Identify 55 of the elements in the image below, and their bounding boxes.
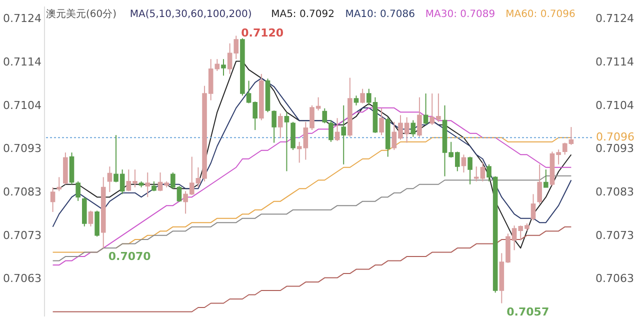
candlestick bbox=[221, 58, 226, 76]
candlestick bbox=[461, 154, 466, 173]
candlestick bbox=[530, 194, 536, 221]
y2-tick-label: 0.7093 bbox=[3, 142, 42, 156]
candlestick bbox=[468, 156, 472, 185]
ref-line-label: 0.7096 bbox=[596, 130, 634, 144]
line-series bbox=[52, 60, 572, 249]
text: MA60: 0.7096 bbox=[506, 9, 576, 20]
candlestick bbox=[354, 95, 359, 106]
text: MA30: 0.7089 bbox=[425, 9, 496, 20]
y-tick-label: 0.7073 bbox=[596, 228, 634, 242]
candlestick bbox=[423, 92, 428, 126]
candlestick bbox=[341, 104, 346, 165]
y-tick-label: 0.7124 bbox=[596, 12, 634, 26]
y2-tick-label: 0.7083 bbox=[3, 186, 42, 198]
candlestick bbox=[56, 176, 62, 192]
text: MA10: 0.7086 bbox=[345, 9, 415, 20]
y2-tick-label: 0.7104 bbox=[3, 98, 42, 112]
candlestick bbox=[410, 120, 416, 138]
candlestick bbox=[88, 210, 94, 227]
chart-title: 澳元美元(60分) bbox=[46, 8, 117, 20]
annotation: 0.7070 bbox=[108, 250, 152, 264]
line-series bbox=[52, 175, 572, 262]
y-tick-label: 0.7104 bbox=[596, 98, 634, 112]
y2-tick-label: 0.7073 bbox=[3, 228, 42, 242]
text: MA5: 0.7092 bbox=[271, 9, 334, 20]
candlestick bbox=[94, 210, 100, 238]
y2-tick-label: 0.7124 bbox=[3, 12, 42, 26]
annotation: 0.7120 bbox=[241, 26, 284, 40]
y-tick-label: 0.7114 bbox=[596, 56, 634, 69]
candlestick bbox=[544, 168, 548, 188]
candlestick bbox=[328, 120, 334, 142]
candlestick bbox=[334, 118, 340, 142]
y2-tick-label: 0.7063 bbox=[3, 272, 42, 286]
candlestick bbox=[50, 186, 56, 212]
candlestick bbox=[107, 166, 112, 192]
y-tick-label: 0.7063 bbox=[596, 272, 634, 286]
candlestick bbox=[284, 112, 290, 172]
candlestick bbox=[379, 108, 384, 136]
candlestick bbox=[417, 96, 422, 138]
candlestick bbox=[76, 180, 80, 202]
candlestick bbox=[152, 180, 156, 192]
candlestick bbox=[278, 112, 283, 139]
candlestick bbox=[322, 108, 328, 124]
y-tick-label: 0.7093 bbox=[596, 142, 634, 156]
line-series bbox=[52, 78, 572, 228]
candlestick bbox=[272, 110, 276, 144]
annotation: 0.7057 bbox=[506, 305, 550, 318]
line-series bbox=[52, 107, 572, 266]
y-tick-label: 0.7083 bbox=[596, 186, 634, 198]
candlestick bbox=[537, 164, 542, 204]
candlestick bbox=[360, 88, 365, 104]
candlestick bbox=[145, 172, 150, 198]
legend-title: MA(5,10,30,60,100,200) bbox=[130, 9, 252, 20]
y2-tick-label: 0.7114 bbox=[3, 56, 42, 69]
